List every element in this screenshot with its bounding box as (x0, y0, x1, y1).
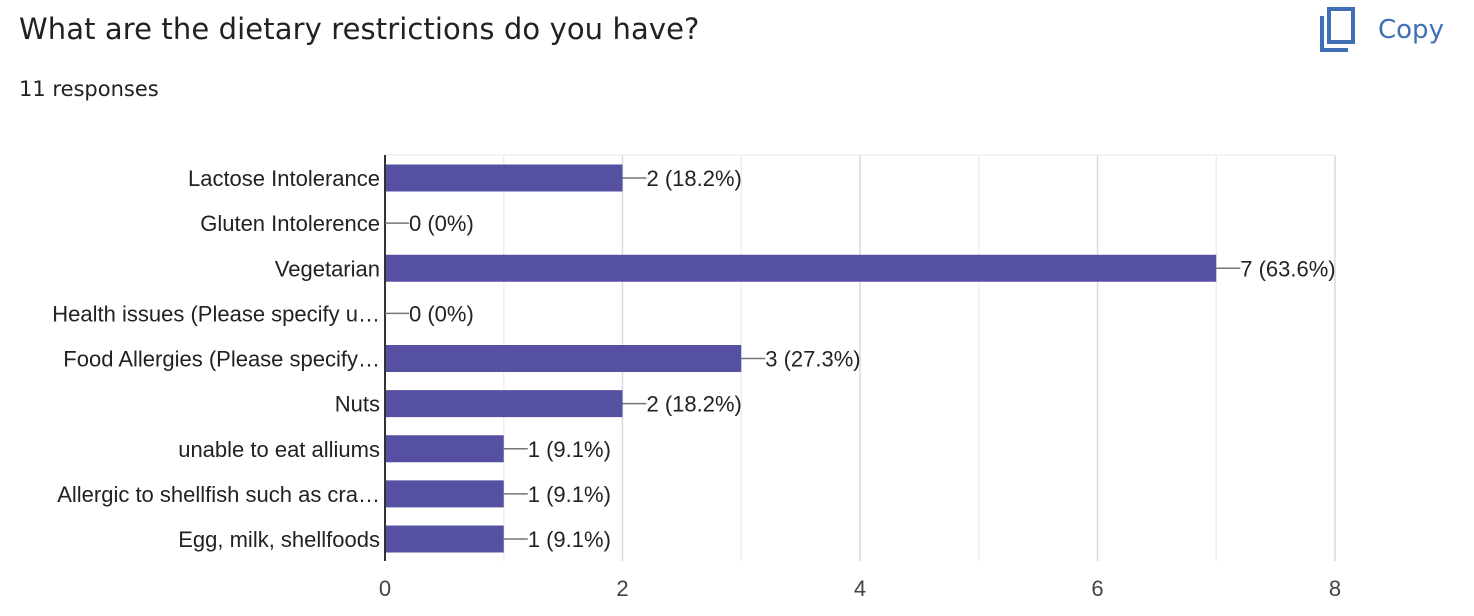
data-label: 7 (63.6%) (1240, 256, 1335, 281)
x-tick-label: 4 (854, 576, 866, 601)
category-label: Egg, milk, shellfoods (178, 527, 380, 552)
category-label: Vegetarian (275, 256, 380, 281)
bar (385, 480, 504, 508)
category-label: Lactose Intolerance (188, 166, 380, 191)
chart-labels: Lactose Intolerance 2 (18.2%) Gluten Intol… (52, 166, 1335, 552)
bar (385, 435, 504, 463)
data-label: 1 (9.1%) (528, 482, 611, 507)
chart-axis: 0 2 4 6 8 (379, 155, 1341, 601)
copy-label: Copy (1378, 15, 1444, 45)
category-label: Gluten Intolerence (200, 211, 380, 236)
data-label: 0 (0%) (409, 301, 474, 326)
copy-icon (1320, 7, 1355, 52)
bar (385, 390, 623, 418)
x-tick-label: 2 (616, 576, 628, 601)
data-label: 2 (18.2%) (647, 166, 742, 191)
data-label: 3 (27.3%) (765, 347, 860, 372)
x-tick-label: 6 (1091, 576, 1103, 601)
x-tick-label: 8 (1329, 576, 1341, 601)
category-label: Allergic to shellfish such as cra… (57, 482, 380, 507)
category-label: Food Allergies (Please specify… (63, 347, 380, 372)
copy-button[interactable]: Copy (1314, 6, 1444, 54)
category-label: Nuts (335, 392, 380, 417)
bar (385, 525, 504, 553)
x-tick-label: 0 (379, 576, 391, 601)
response-count: 11 responses (19, 77, 159, 101)
chart-bars (385, 164, 1217, 553)
bar (385, 345, 742, 372)
category-label: unable to eat alliums (178, 437, 380, 462)
data-label: 2 (18.2%) (647, 392, 742, 417)
data-label: 1 (9.1%) (528, 527, 611, 552)
data-label: 0 (0%) (409, 211, 474, 236)
bar (385, 164, 623, 192)
question-title: What are the dietary restrictions do you… (19, 12, 700, 46)
data-label: 1 (9.1%) (528, 437, 611, 462)
bar (385, 254, 1217, 282)
category-label: Health issues (Please specify u… (52, 301, 380, 326)
